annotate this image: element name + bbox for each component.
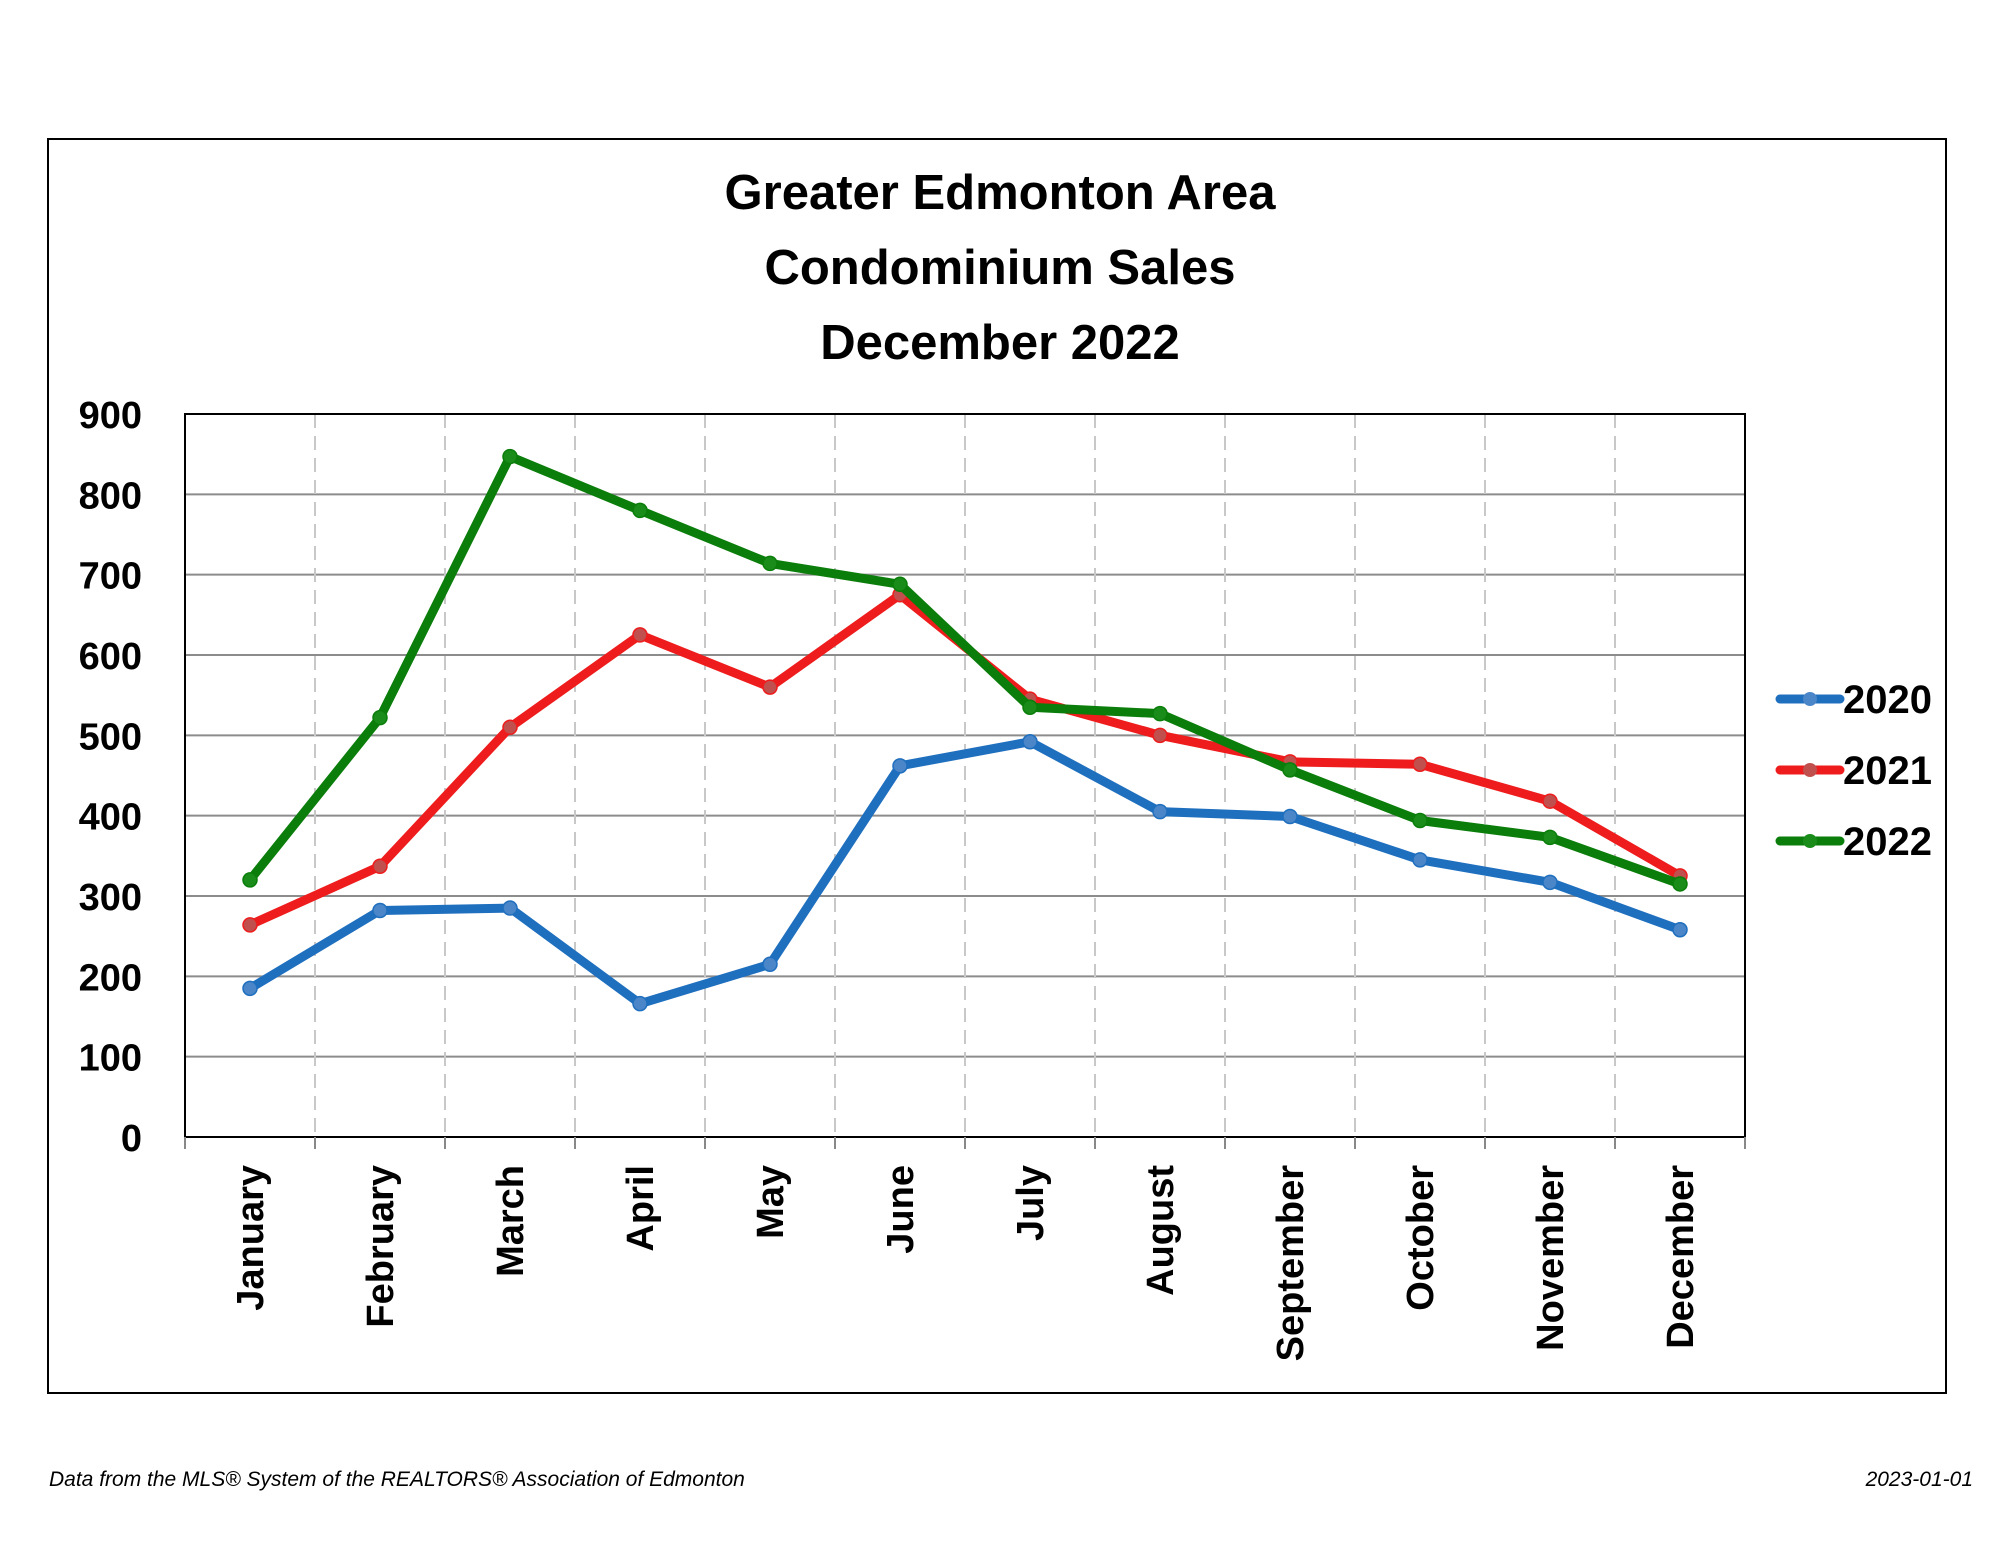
data-point <box>372 709 388 726</box>
series-line-2020 <box>245 737 1685 1009</box>
data-point <box>632 502 648 519</box>
data-point <box>1672 921 1688 938</box>
chart-title-line-1: Greater Edmonton Area <box>724 166 1276 220</box>
chart-frame <box>47 138 1947 1394</box>
data-point <box>892 758 908 774</box>
series-layer <box>242 448 1688 1012</box>
data-point <box>1672 876 1688 892</box>
legend: 2020 2021 2022 <box>1775 678 1932 864</box>
y-tick-label: 700 <box>79 556 142 598</box>
legend-label-2022: 2022 <box>1843 820 1932 864</box>
y-tick-label: 200 <box>79 957 142 999</box>
data-point <box>1542 829 1558 846</box>
data-point <box>1542 874 1558 891</box>
legend-marker-2021 <box>1803 763 1817 777</box>
data-point <box>502 719 518 736</box>
legend-label-2020: 2020 <box>1843 678 1932 722</box>
chart-title-line-2: Condominium Sales <box>764 241 1236 295</box>
series-2022 <box>242 448 1688 892</box>
legend-marker-2022 <box>1803 834 1817 848</box>
x-tick-label: January <box>230 1165 272 1311</box>
data-point <box>1282 808 1298 825</box>
legend-label-2021: 2021 <box>1843 749 1932 793</box>
data-point <box>372 902 388 919</box>
x-tick-label: June <box>880 1165 922 1254</box>
data-point <box>632 995 648 1012</box>
series-2020 <box>242 734 1688 1012</box>
source-note: Data from the MLS® System of the REALTOR… <box>49 1468 745 1491</box>
legend-marker-2020 <box>1803 692 1817 706</box>
x-tick-label: October <box>1400 1165 1442 1311</box>
data-point <box>502 900 518 916</box>
data-point <box>1412 852 1428 868</box>
data-point <box>1282 762 1298 778</box>
chart-title-line-3: December 2022 <box>820 316 1180 370</box>
data-point <box>762 555 778 572</box>
data-point <box>242 980 258 997</box>
data-point <box>1022 734 1038 750</box>
data-point <box>1412 756 1428 773</box>
data-point <box>1542 793 1558 809</box>
y-tick-label: 500 <box>79 716 142 758</box>
y-tick-label: 400 <box>79 797 142 839</box>
y-tick-label: 300 <box>79 877 142 919</box>
x-tick-label: September <box>1270 1165 1312 1362</box>
data-point <box>242 872 258 888</box>
x-tick-label: March <box>490 1165 532 1277</box>
data-point <box>372 858 388 875</box>
data-point <box>762 679 778 695</box>
x-tick-label: April <box>620 1165 662 1252</box>
x-tick-label: December <box>1660 1165 1702 1349</box>
data-point <box>892 576 908 593</box>
footer-date: 2023-01-01 <box>1865 1468 1973 1491</box>
data-point <box>1152 803 1168 820</box>
x-tick-label: July <box>1010 1165 1052 1241</box>
grid-layer <box>185 413 1745 1137</box>
data-point <box>762 956 778 973</box>
series-line-2022 <box>245 452 1685 889</box>
y-tick-label: 900 <box>79 395 142 437</box>
x-tick-label: February <box>360 1165 402 1328</box>
data-point <box>632 627 648 643</box>
y-tick-label: 800 <box>79 475 142 517</box>
data-point <box>1152 705 1168 722</box>
y-tick-label: 100 <box>79 1038 142 1080</box>
data-point <box>502 448 518 465</box>
axis-layer: 0 100 200 300 400 500 600 700 800 900 January Febru… <box>79 395 1746 1362</box>
data-point <box>1022 699 1038 715</box>
y-tick-label: 0 <box>121 1118 142 1160</box>
data-point <box>1152 727 1168 744</box>
x-tick-label: November <box>1530 1165 1572 1351</box>
data-point <box>242 917 258 933</box>
data-point <box>1412 812 1428 829</box>
x-tick-label: May <box>750 1165 792 1239</box>
y-tick-label: 600 <box>79 636 142 678</box>
x-tick-label: August <box>1140 1165 1182 1296</box>
